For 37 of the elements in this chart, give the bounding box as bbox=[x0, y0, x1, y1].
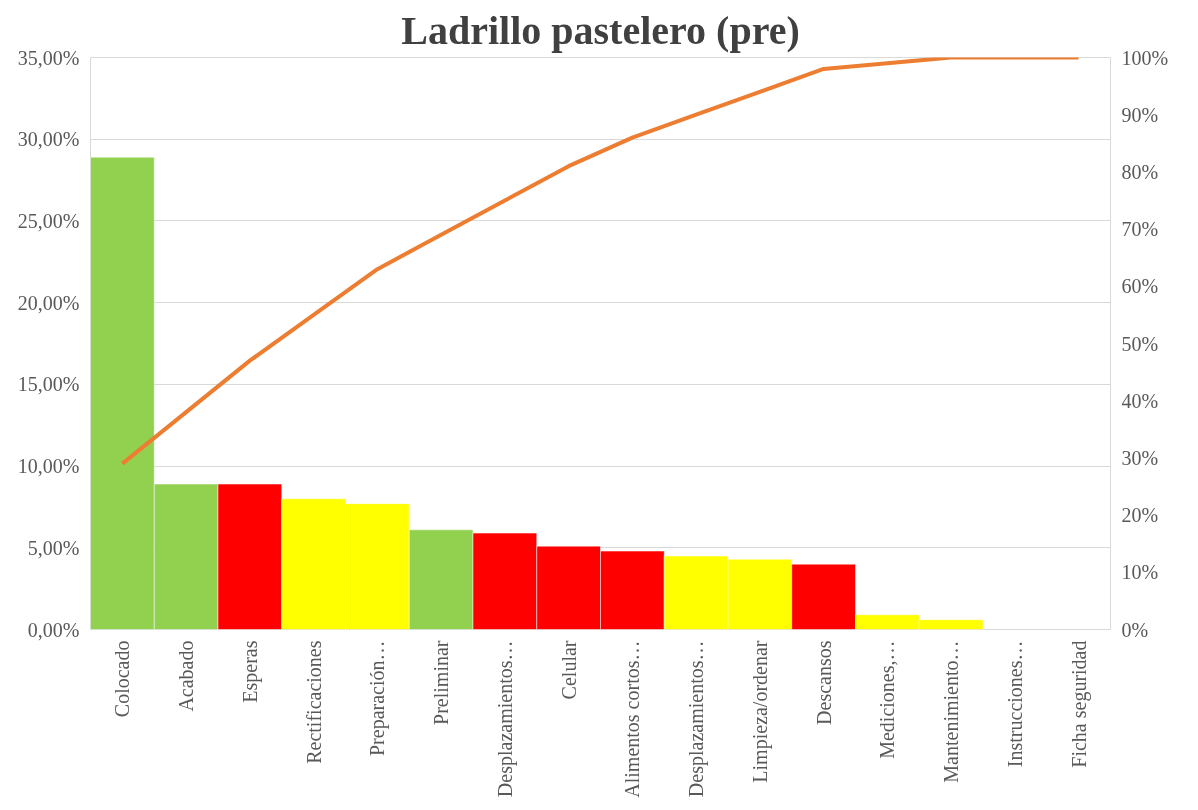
y2-tick-label: 80% bbox=[1121, 160, 1159, 183]
x-tick-label: Mediciones,… bbox=[876, 640, 899, 759]
y2-tick-label: 10% bbox=[1121, 561, 1159, 584]
x-tick-label: Alimentos cortos… bbox=[621, 640, 644, 798]
x-tick-label: Mantenimiento… bbox=[940, 640, 963, 783]
x-tick-label: Desplazamientos… bbox=[493, 640, 517, 798]
x-tick-label: Rectificaciones bbox=[302, 640, 325, 764]
y2-tick-label: 100% bbox=[1121, 46, 1169, 69]
x-tick-label: Esperas bbox=[238, 640, 262, 703]
x-tick-label: Celular bbox=[557, 640, 580, 700]
y2-tick-label: 50% bbox=[1121, 332, 1159, 355]
x-tick-label: Colocado bbox=[111, 640, 134, 718]
x-tick-label: Acabado bbox=[175, 640, 198, 712]
y-tick-label: 35,00% bbox=[17, 46, 80, 69]
y2-tick-label: 30% bbox=[1121, 446, 1159, 469]
y-tick-label: 10,00% bbox=[17, 455, 80, 478]
line-series bbox=[120, 57, 1081, 466]
y-tick-label: 25,00% bbox=[17, 209, 80, 232]
y2-tick-label: 40% bbox=[1121, 389, 1159, 412]
y2-tick-label: 70% bbox=[1121, 218, 1159, 241]
y-tick-label: 0,00% bbox=[27, 618, 80, 641]
x-tick-label: Preliminar bbox=[430, 640, 453, 725]
x-tick-label: Preparación… bbox=[366, 640, 390, 757]
chart-title: Ladrillo pastelero (pre) bbox=[401, 7, 800, 53]
y2-tick-label: 90% bbox=[1121, 103, 1159, 126]
y-tick-label: 5,00% bbox=[27, 536, 80, 559]
x-tick-label: Instrucciones… bbox=[1003, 640, 1026, 768]
y2-tick-label: 20% bbox=[1121, 504, 1159, 527]
x-tick-label: Ficha seguridad bbox=[1067, 640, 1091, 768]
x-tick-label: Limpieza/ordenar bbox=[748, 640, 772, 783]
y2-tick-label: 0% bbox=[1121, 618, 1149, 641]
y-tick-label: 15,00% bbox=[17, 373, 80, 396]
x-tick-label: Desplazamientos… bbox=[685, 640, 709, 798]
y2-tick-label: 60% bbox=[1121, 275, 1159, 298]
x-tick-label: Descansos bbox=[812, 640, 835, 725]
y-tick-label: 30,00% bbox=[17, 128, 80, 151]
y-tick-label: 20,00% bbox=[17, 291, 80, 314]
